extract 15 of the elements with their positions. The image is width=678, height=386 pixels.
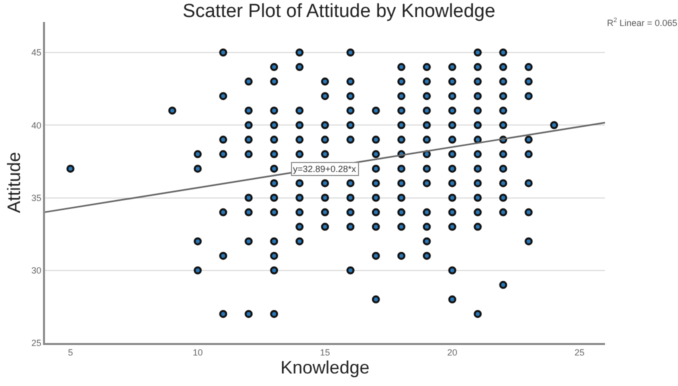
x-tick-label: 25 — [574, 348, 585, 358]
y-tick-label: 30 — [31, 266, 42, 276]
y-tick-label: 25 — [31, 338, 42, 348]
y-tick-label: 45 — [31, 48, 42, 58]
x-tick-label: 10 — [192, 348, 203, 358]
x-tick-label: 20 — [447, 348, 458, 358]
x-axis-title: Knowledge — [280, 358, 370, 378]
text: R$^{2}$ Linear = 0.065 — [607, 17, 678, 28]
y-tick-label: 40 — [31, 120, 42, 130]
chart-title: Scatter Plot of Attitude by Knowledge — [182, 1, 496, 22]
annotation: y=32.89+0.28*x — [293, 164, 357, 174]
y-tick-label: 35 — [31, 192, 42, 203]
y-axis-title: Attitude — [4, 152, 24, 214]
x-tick-label: 5 — [68, 348, 73, 358]
x-tick-label: 15 — [320, 348, 330, 358]
